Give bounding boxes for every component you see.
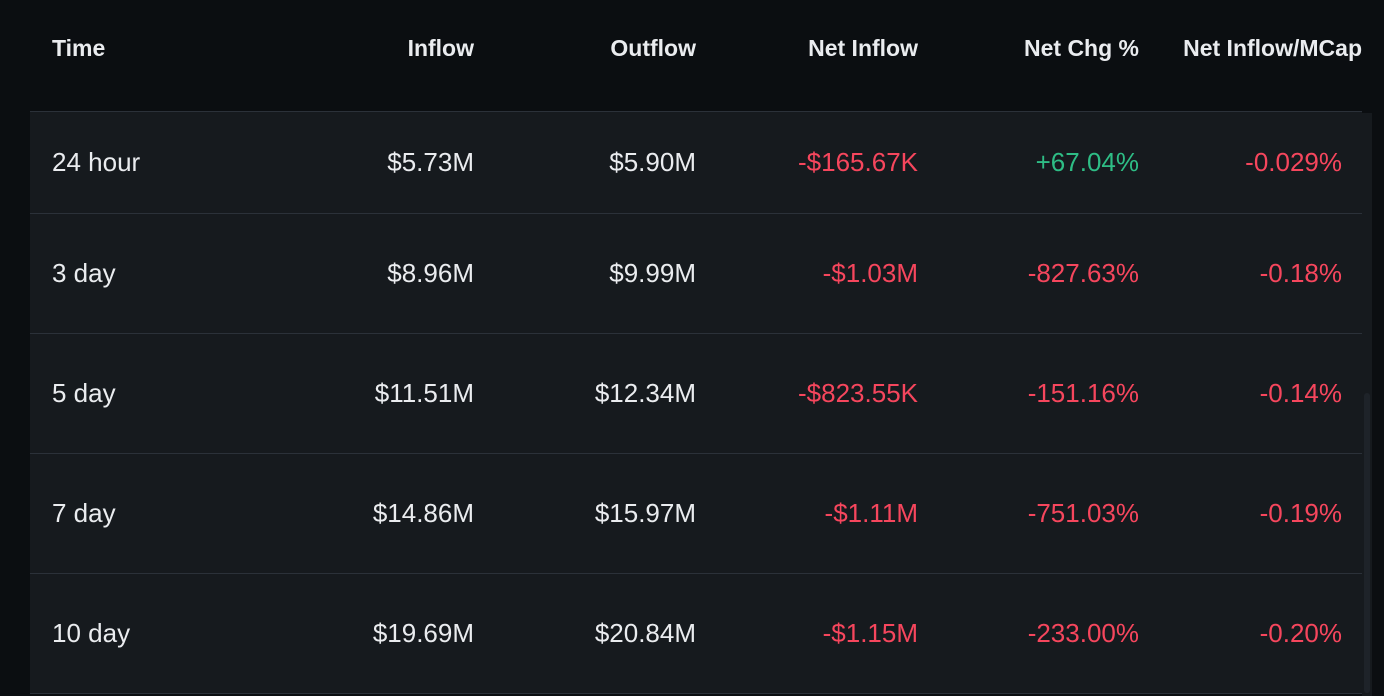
fund-flow-table: Time Inflow Outflow Net Inflow Net Chg %… [30, 0, 1362, 694]
cell-inflow: $19.69M [372, 618, 474, 648]
header-net-chg[interactable]: Net Chg % [1024, 35, 1139, 61]
table-row: 5 day $11.51M $12.34M -$823.55K -151.16%… [30, 334, 1362, 454]
cell-net-inflow-mcap: -0.18% [1259, 258, 1342, 288]
cell-time: 7 day [52, 498, 116, 528]
cell-outflow: $9.99M [609, 258, 696, 288]
cell-net-inflow: -$165.67K [798, 147, 918, 177]
cell-outflow: $5.90M [609, 147, 696, 177]
cell-net-chg: -233.00% [1027, 618, 1139, 648]
cell-net-chg: -151.16% [1027, 378, 1139, 408]
cell-net-inflow-mcap: -0.029% [1245, 147, 1342, 177]
cell-time: 3 day [52, 258, 116, 288]
cell-time: 5 day [52, 378, 116, 408]
cell-net-inflow: -$823.55K [798, 378, 918, 408]
header-net-inflow-mcap[interactable]: Net Inflow/MCap [1183, 35, 1362, 61]
header-time[interactable]: Time [52, 35, 106, 61]
cell-net-inflow-mcap: -0.19% [1259, 498, 1342, 528]
cell-inflow: $11.51M [374, 378, 474, 408]
cell-net-inflow: -$1.03M [822, 258, 918, 288]
table-row: 7 day $14.86M $15.97M -$1.11M -751.03% -… [30, 454, 1362, 574]
cell-outflow: $12.34M [594, 378, 696, 408]
header-inflow[interactable]: Inflow [407, 35, 474, 61]
cell-inflow: $5.73M [387, 147, 474, 177]
cell-time: 10 day [52, 618, 131, 648]
cell-net-inflow-mcap: -0.14% [1259, 378, 1342, 408]
cell-net-inflow: -$1.15M [822, 618, 918, 648]
header-outflow[interactable]: Outflow [610, 35, 696, 61]
header-net-inflow[interactable]: Net Inflow [808, 35, 918, 61]
cell-outflow: $15.97M [594, 498, 696, 528]
cell-net-chg: -827.63% [1027, 258, 1139, 288]
cell-net-inflow: -$1.11M [824, 498, 918, 528]
table-row: 10 day $19.69M $20.84M -$1.15M -233.00% … [30, 574, 1362, 694]
cell-inflow: $8.96M [387, 258, 474, 288]
scrollbar-thumb[interactable] [1364, 393, 1370, 693]
cell-outflow: $20.84M [594, 618, 696, 648]
cell-net-chg: -751.03% [1027, 498, 1139, 528]
cell-inflow: $14.86M [372, 498, 474, 528]
cell-net-inflow-mcap: -0.20% [1259, 618, 1342, 648]
table-header: Time Inflow Outflow Net Inflow Net Chg %… [30, 0, 1362, 112]
cell-net-chg: +67.04% [1035, 147, 1139, 177]
table-row: 24 hour $5.73M $5.90M -$165.67K +67.04% … [30, 112, 1362, 214]
vertical-scrollbar[interactable] [1362, 113, 1372, 696]
table-row: 3 day $8.96M $9.99M -$1.03M -827.63% -0.… [30, 214, 1362, 334]
cell-time: 24 hour [52, 147, 141, 177]
